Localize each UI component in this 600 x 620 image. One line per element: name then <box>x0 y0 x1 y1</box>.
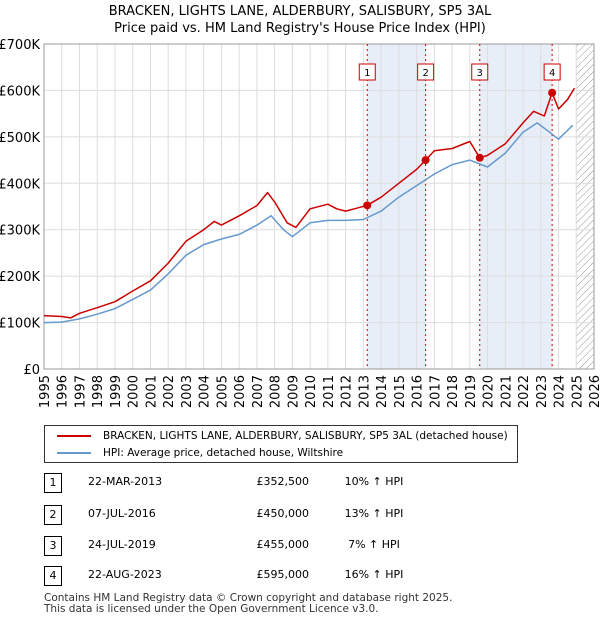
legend-label-property: BRACKEN, LIGHTS LANE, ALDERBURY, SALISBU… <box>103 430 508 442</box>
y-tick-label: £400K <box>0 177 40 192</box>
sale-marker-box <box>471 63 489 81</box>
x-tick-label: 2004 <box>198 375 213 408</box>
sale-point <box>475 153 484 162</box>
y-tick-label: £300K <box>0 224 40 239</box>
x-tick-label: 2023 <box>535 375 550 408</box>
x-tick-label: 2016 <box>411 375 426 408</box>
sale-price: £352,500 <box>256 475 310 488</box>
sale-marker-label: 1 <box>364 68 370 79</box>
x-tick-label: 2006 <box>233 375 248 408</box>
chart-title-line1: BRACKEN, LIGHTS LANE, ALDERBURY, SALISBU… <box>108 4 492 19</box>
x-tick-label: 2018 <box>446 375 461 408</box>
sale-marker-label: 3 <box>477 68 483 79</box>
future-hatch-region <box>576 44 594 369</box>
ownership-shaded-period <box>367 44 426 369</box>
x-tick-label: 2024 <box>553 375 568 408</box>
x-tick-label: 2015 <box>393 375 408 408</box>
series-line-property <box>43 87 576 319</box>
sale-hpi-change: 13% ↑ HPI <box>344 507 404 520</box>
sale-date: 24-JUL-2019 <box>88 538 156 551</box>
sale-date: 22-MAR-2013 <box>88 475 163 488</box>
x-tick-label: 2013 <box>357 375 372 408</box>
sale-row-4: 4 22-AUG-2023 £595,000 16% ↑ HPI <box>44 566 444 586</box>
x-tick-label: 2012 <box>340 375 355 408</box>
x-tick-label: 2008 <box>269 375 284 408</box>
legend-swatch-property <box>57 435 91 437</box>
legend-item-property: BRACKEN, LIGHTS LANE, ALDERBURY, SALISBU… <box>57 428 508 444</box>
x-tick-label: 1995 <box>38 375 53 408</box>
x-tick-label: 1996 <box>56 375 71 408</box>
x-tick-label: 2009 <box>286 375 301 408</box>
x-tick-label: 2014 <box>375 375 390 408</box>
legend-item-hpi: HPI: Average price, detached house, Wilt… <box>57 445 343 461</box>
y-tick-label: £200K <box>0 270 40 285</box>
y-tick-label: £100K <box>0 317 40 332</box>
x-tick-label: 2011 <box>322 375 337 408</box>
x-tick-label: 2007 <box>251 375 266 408</box>
sale-date: 22-AUG-2023 <box>88 568 162 581</box>
x-tick-label: 2000 <box>127 375 142 408</box>
footer-licence: This data is licensed under the Open Gov… <box>44 603 379 615</box>
sale-marker-box: 2 <box>44 505 62 525</box>
x-tick-label: 1999 <box>109 375 124 408</box>
sale-point <box>548 88 557 97</box>
sale-row-3: 3 24-JUL-2019 £455,000 7% ↑ HPI <box>44 536 444 556</box>
sale-row-2: 2 07-JUL-2016 £450,000 13% ↑ HPI <box>44 505 444 525</box>
y-tick-label: £600K <box>0 84 40 99</box>
legend-label-hpi: HPI: Average price, detached house, Wilt… <box>103 447 344 459</box>
price-chart: £0 £100K £200K £300K £400K £500K £600K £700K 199… <box>0 38 600 408</box>
sale-marker-label: 4 <box>549 68 555 79</box>
x-tick-label: 2005 <box>215 375 230 408</box>
footer-copyright: Contains HM Land Registry data © Crown c… <box>44 592 453 604</box>
x-tick-label: 2017 <box>428 375 443 408</box>
plot-frame <box>43 43 595 370</box>
x-tick-label: 2019 <box>464 375 479 408</box>
sale-point <box>421 156 430 165</box>
x-tick-label: 2003 <box>180 375 195 408</box>
y-tick-label: £500K <box>0 131 40 146</box>
sale-price: £455,000 <box>256 538 310 551</box>
legend-swatch-hpi <box>57 452 91 454</box>
sale-price: £450,000 <box>256 507 310 520</box>
x-tick-label: 2001 <box>144 375 159 408</box>
ownership-shaded-period <box>479 44 553 369</box>
chart-title-line2: Price paid vs. HM Land Registry's House … <box>114 21 486 36</box>
sale-hpi-change: 10% ↑ HPI <box>344 475 404 488</box>
x-tick-label: 1997 <box>73 375 88 408</box>
sale-point <box>363 201 372 210</box>
sale-marker-label: 2 <box>422 68 428 79</box>
x-tick-label: 2026 <box>588 375 600 408</box>
sale-marker-box <box>543 63 561 81</box>
sale-marker-box: 1 <box>44 473 62 493</box>
x-tick-label: 2002 <box>162 375 177 408</box>
sale-hpi-change: 7% ↑ HPI <box>348 538 400 551</box>
x-tick-label: 2022 <box>517 375 532 408</box>
y-tick-label: £0 <box>23 363 40 378</box>
sale-price: £595,000 <box>256 568 310 581</box>
sale-marker-box: 4 <box>44 566 62 586</box>
x-tick-label: 2020 <box>482 375 497 408</box>
x-tick-label: 2025 <box>570 375 585 408</box>
sale-marker-box: 3 <box>44 536 62 556</box>
sale-marker-box <box>358 63 376 81</box>
sale-hpi-change: 16% ↑ HPI <box>344 568 404 581</box>
y-tick-label: £700K <box>0 38 40 53</box>
sale-row-1: 1 22-MAR-2013 £352,500 10% ↑ HPI <box>44 473 444 493</box>
x-tick-label: 2021 <box>499 375 514 408</box>
legend: BRACKEN, LIGHTS LANE, ALDERBURY, SALISBU… <box>44 425 518 463</box>
x-tick-label: 1998 <box>91 375 106 408</box>
sale-marker-box <box>417 63 435 81</box>
x-tick-label: 2010 <box>304 375 319 408</box>
series-line-hpi <box>43 122 574 324</box>
sale-date: 07-JUL-2016 <box>88 507 156 520</box>
